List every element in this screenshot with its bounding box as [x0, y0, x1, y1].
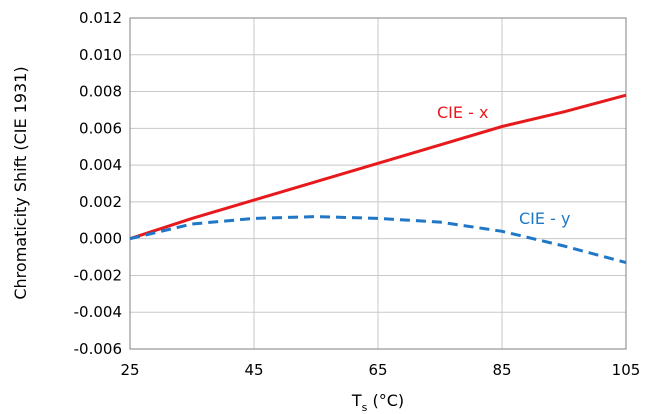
y-tick-label: 0.006	[79, 119, 122, 137]
y-axis-title: Chromaticity Shift (CIE 1931)	[11, 66, 30, 299]
y-tick-label: -0.006	[74, 340, 122, 358]
x-tick-label: 105	[612, 361, 641, 379]
y-tick-label: -0.002	[74, 266, 122, 284]
y-tick-label: 0.000	[79, 230, 122, 248]
x-tick-label: 85	[492, 361, 511, 379]
y-tick-label: 0.010	[79, 46, 122, 64]
x-tick-labels: 25 45 65 85 105	[120, 361, 640, 379]
y-tick-labels: -0.006 -0.004 -0.002 0.000 0.002 0.004 0.006 0.…	[74, 9, 122, 358]
y-tick-label: 0.008	[79, 83, 122, 101]
y-tick-label: 0.004	[79, 156, 122, 174]
x-tick-label: 65	[368, 361, 387, 379]
gridlines	[130, 18, 626, 349]
x-tick-label: 25	[120, 361, 139, 379]
x-tick-label: 45	[244, 361, 263, 379]
series-label-cie-x: CIE - x	[437, 103, 488, 122]
x-axis-title: Ts (°C)	[351, 391, 404, 414]
y-tick-label: 0.002	[79, 193, 122, 211]
y-tick-label: 0.012	[79, 9, 122, 27]
y-tick-label: -0.004	[74, 303, 122, 321]
series-label-cie-y: CIE - y	[519, 209, 570, 228]
